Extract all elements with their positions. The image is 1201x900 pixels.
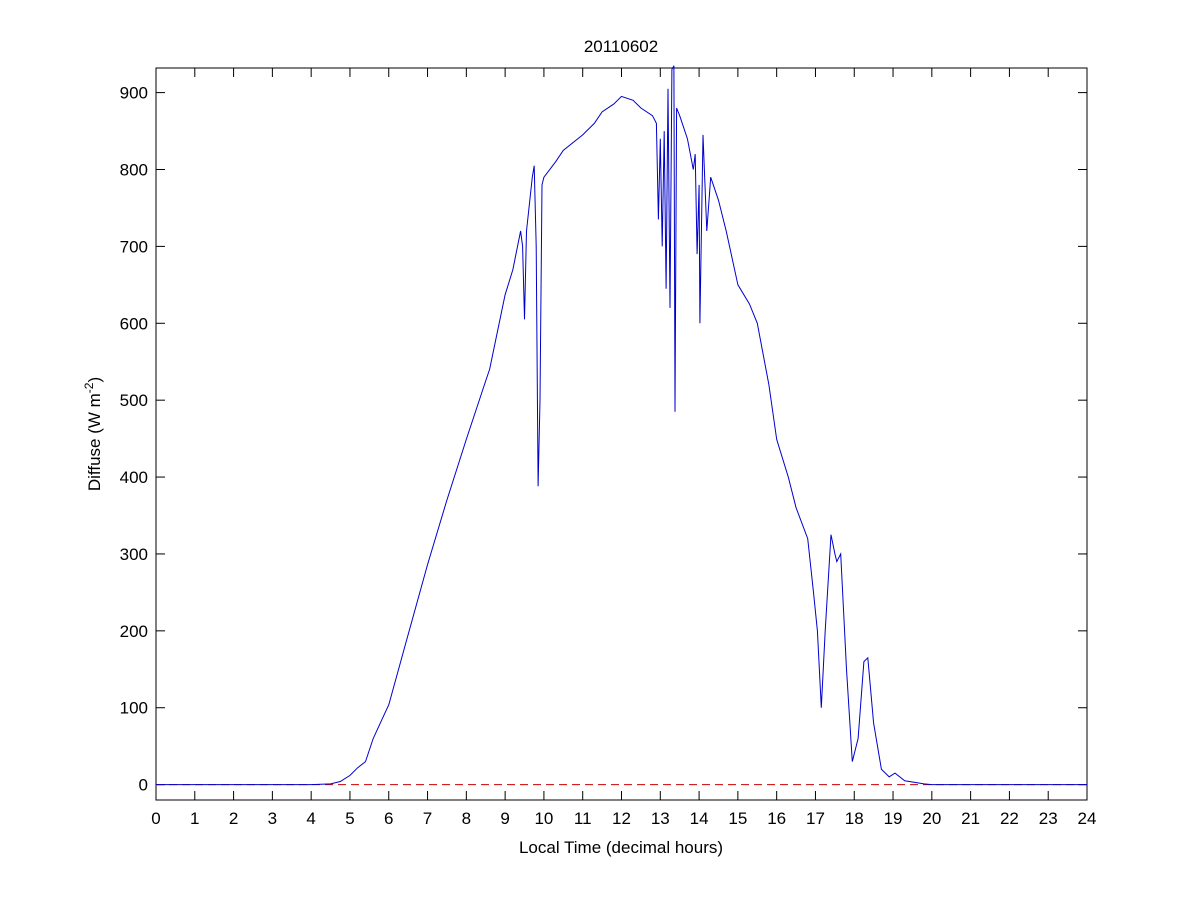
x-tick-label: 8: [462, 809, 471, 828]
y-axis-label: Diffuse (W m-2): [82, 377, 104, 491]
x-tick-label: 2: [229, 809, 238, 828]
x-tick-label: 3: [268, 809, 277, 828]
y-tick-label: 800: [120, 160, 148, 179]
x-tick-label: 23: [1039, 809, 1058, 828]
series-line-diffuse: [156, 65, 1087, 786]
x-tick-label: 19: [884, 809, 903, 828]
x-tick-label: 18: [845, 809, 864, 828]
y-tick-label: 500: [120, 391, 148, 410]
x-tick-label: 4: [306, 809, 315, 828]
y-tick-label: 900: [120, 84, 148, 103]
x-tick-label: 7: [423, 809, 432, 828]
x-tick-label: 14: [690, 809, 709, 828]
plot-area: [155, 67, 1088, 801]
x-axis-label: Local Time (decimal hours): [519, 838, 723, 857]
y-tick-label: 100: [120, 699, 148, 718]
x-tick-label: 24: [1078, 809, 1097, 828]
x-tick-label: 21: [961, 809, 980, 828]
x-tick-label: 6: [384, 809, 393, 828]
chart-title: 20110602: [584, 37, 658, 56]
x-tick-label: 15: [728, 809, 747, 828]
x-tick-label: 16: [767, 809, 786, 828]
x-tick-label: 12: [612, 809, 631, 828]
x-tick-label: 11: [574, 809, 592, 828]
x-tick-label: 9: [500, 809, 509, 828]
x-tick-label: 22: [1000, 809, 1019, 828]
y-tick-label: 600: [120, 314, 148, 333]
x-tick-label: 10: [534, 809, 553, 828]
x-tick-label: 20: [922, 809, 941, 828]
y-tick-label: 200: [120, 622, 148, 641]
y-tick-label: 700: [120, 237, 148, 256]
x-tick-label: 0: [151, 809, 160, 828]
x-tick-label: 17: [806, 809, 825, 828]
y-tick-label: 300: [120, 545, 148, 564]
x-tick-label: 13: [651, 809, 670, 828]
x-tick-label: 1: [190, 809, 199, 828]
x-tick-label: 5: [345, 809, 354, 828]
y-tick-label: 0: [139, 776, 148, 795]
y-tick-label: 400: [120, 468, 148, 487]
